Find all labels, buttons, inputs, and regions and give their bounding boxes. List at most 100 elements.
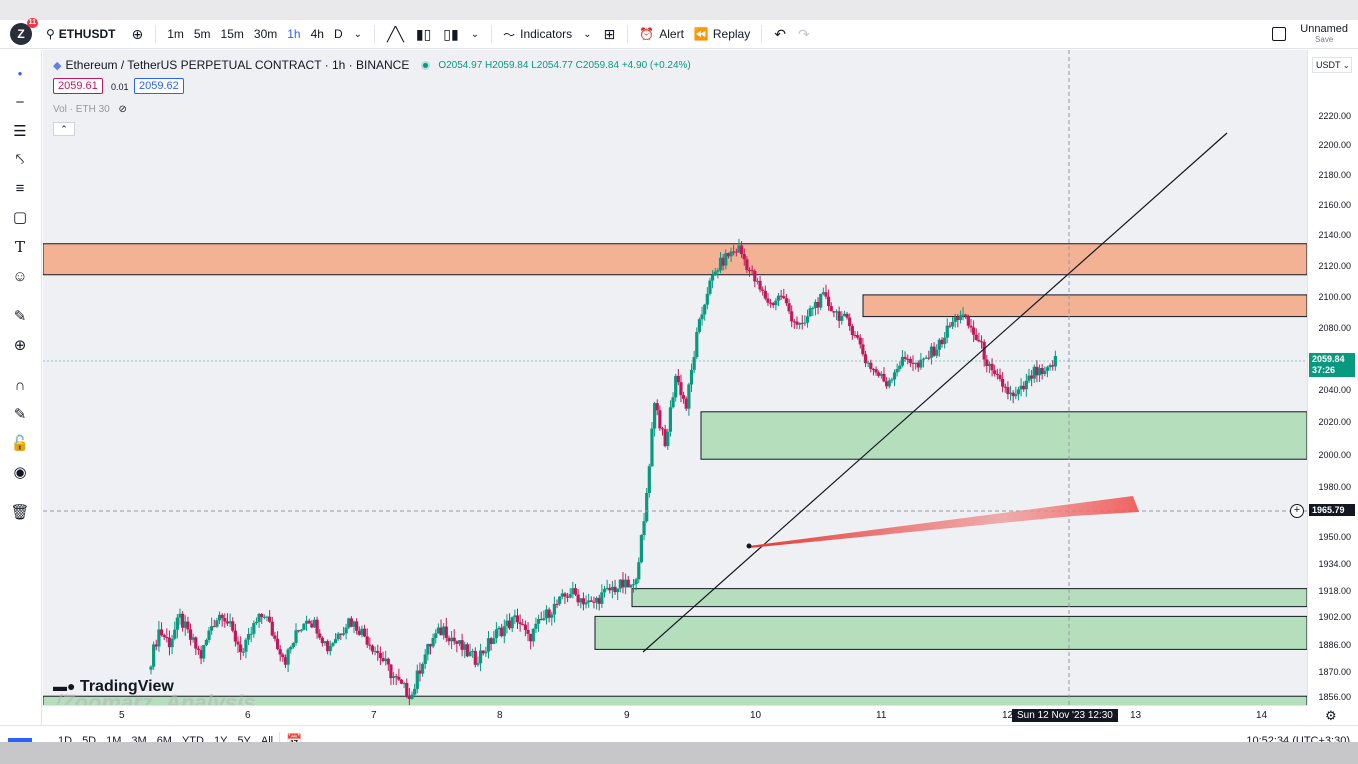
candle-down: [995, 373, 999, 375]
time-tick-label: 13: [1130, 710, 1142, 721]
demand-zone-rectangle[interactable]: [631, 588, 1307, 608]
candle-up: [265, 616, 269, 618]
eye-hidden-icon[interactable]: ⊘: [118, 104, 127, 115]
layout-save-label: Save: [1315, 35, 1334, 44]
sell-price-button[interactable]: 2059.61: [53, 78, 103, 94]
alert-button[interactable]: ⏰ Alert: [634, 27, 689, 41]
tradingview-logo: ▬● TradingView: [53, 678, 174, 696]
chevron-down-icon[interactable]: ⌄: [583, 28, 592, 40]
interval-15m[interactable]: 15m: [220, 27, 244, 41]
candle-down: [621, 579, 625, 588]
compare-add-icon[interactable]: ⊕: [131, 25, 144, 42]
candle-up: [241, 651, 245, 653]
candle-up: [642, 521, 646, 536]
candle-up: [840, 316, 844, 321]
candle-down: [927, 357, 931, 359]
trash-icon[interactable]: 🗑: [10, 504, 30, 521]
supply-zone-rectangle[interactable]: [862, 294, 1307, 318]
lock-drawing-icon[interactable]: ✎: [13, 406, 27, 423]
redo-icon[interactable]: ↷: [797, 25, 810, 42]
candle-up: [152, 644, 156, 667]
interval-d[interactable]: D: [333, 27, 343, 41]
eye-icon[interactable]: ◉: [13, 464, 27, 481]
candle-up: [718, 257, 723, 271]
candle-down: [275, 638, 280, 650]
candle-up: [304, 620, 309, 624]
candle-down: [386, 658, 390, 665]
interval-1h[interactable]: 1h: [287, 27, 301, 41]
ruler-icon[interactable]: ✎: [13, 308, 27, 325]
chart-canvas[interactable]: [43, 50, 1307, 705]
interval-4h[interactable]: 4h: [310, 27, 324, 41]
symbol-search[interactable]: ⚲ ETHUSDT: [46, 27, 115, 41]
crosshair-add-icon[interactable]: +: [1290, 504, 1304, 518]
trend-line-icon[interactable]: ⎯: [16, 92, 24, 110]
legend-title[interactable]: Ethereum / TetherUS PERPETUAL CONTRACT ·…: [65, 58, 410, 72]
interval-30m[interactable]: 30m: [253, 27, 278, 41]
candle-down: [223, 617, 227, 622]
candle-up: [550, 614, 554, 618]
crosshair-dot-icon[interactable]: ●: [17, 68, 23, 78]
interval-5m[interactable]: 5m: [193, 27, 211, 41]
candle-down: [658, 410, 662, 429]
trend-line-drawing[interactable]: [642, 132, 1228, 653]
candle-down: [911, 362, 915, 364]
buy-price-button[interactable]: 2059.62: [134, 78, 184, 94]
horizontal-lines-icon[interactable]: ☰: [13, 123, 27, 140]
chevron-down-icon[interactable]: ⌄: [470, 28, 480, 40]
candle-down: [465, 644, 469, 657]
emoji-icon[interactable]: ☺: [12, 267, 28, 285]
price-scale[interactable]: USDT ⌄ 2220.00 2200.00 2180.00 2160.00 2140.…: [1307, 50, 1358, 705]
magnet-icon[interactable]: ∩: [14, 376, 26, 394]
interval-1m[interactable]: 1m: [167, 27, 184, 41]
supply-zone-rectangle[interactable]: [43, 243, 1307, 276]
chevron-down-icon[interactable]: ⌄: [353, 28, 363, 40]
candle-up: [921, 358, 926, 360]
candle-down: [863, 354, 868, 364]
projection-arrow-drawing[interactable]: [749, 496, 1139, 548]
candle-up: [1043, 370, 1047, 375]
indicators-button[interactable]: 〜 Indicators: [498, 26, 577, 43]
zoom-in-icon[interactable]: ⊕: [13, 337, 27, 354]
lock-icon[interactable]: 🔓: [10, 435, 30, 452]
chart-pane[interactable]: ◆ Ethereum / TetherUS PERPETUAL CONTRACT…: [43, 50, 1307, 705]
candle-up: [692, 357, 696, 370]
layout-grid-icon[interactable]: ⊞: [603, 25, 616, 42]
candle-up: [249, 633, 253, 635]
currency-selector[interactable]: USDT ⌄: [1312, 57, 1352, 73]
volume-label: Vol · ETH 30: [53, 104, 110, 115]
time-scale[interactable]: 5 6 7 8 9 10 11 12 13 14 Sun 12 Nov '23 12:30: [43, 705, 1307, 725]
fib-retracement-icon[interactable]: ≡: [15, 179, 25, 197]
undo-icon[interactable]: ↶: [774, 25, 786, 42]
arrow-anchor-point[interactable]: [746, 543, 752, 549]
candle-down: [154, 644, 158, 647]
candle-up: [808, 308, 812, 317]
candle-down: [378, 652, 382, 659]
demand-zone-rectangle[interactable]: [594, 615, 1307, 650]
replay-button[interactable]: ⏪ Replay: [689, 27, 755, 41]
candle-down: [916, 362, 920, 368]
rectangle-shape-icon[interactable]: ▢: [12, 209, 28, 226]
crosshair-price-tag: 1965.79: [1309, 504, 1355, 516]
demand-zone-rectangle[interactable]: [43, 695, 1307, 705]
line-chart-type-icon[interactable]: ╱╲: [387, 25, 404, 42]
demand-zone-rectangle[interactable]: [700, 411, 1307, 460]
candle-up: [708, 280, 712, 294]
collapse-legend-button[interactable]: ⌃: [53, 122, 75, 136]
pitchfork-icon[interactable]: ⤣: [15, 150, 25, 168]
candle-down: [679, 382, 683, 396]
candle-down: [869, 362, 873, 369]
layout-name-button[interactable]: Unnamed Save: [1272, 23, 1348, 44]
candle-up: [943, 337, 947, 345]
price-tick-label: 1902.00: [1318, 612, 1351, 622]
candle-down: [460, 640, 464, 650]
text-tool-icon[interactable]: T: [14, 238, 25, 256]
candles-chart-type-icon[interactable]: ▯▮: [443, 25, 459, 42]
time-tick-label: 12: [1002, 710, 1014, 721]
candle-down: [1030, 375, 1034, 379]
user-avatar[interactable]: Z 11: [10, 18, 38, 45]
settings-gear-icon[interactable]: ⚙: [1325, 708, 1337, 723]
bar-chart-type-icon[interactable]: ▮▯: [415, 25, 432, 42]
candle-up: [958, 315, 963, 321]
checkbox-square-icon: [1272, 26, 1287, 41]
